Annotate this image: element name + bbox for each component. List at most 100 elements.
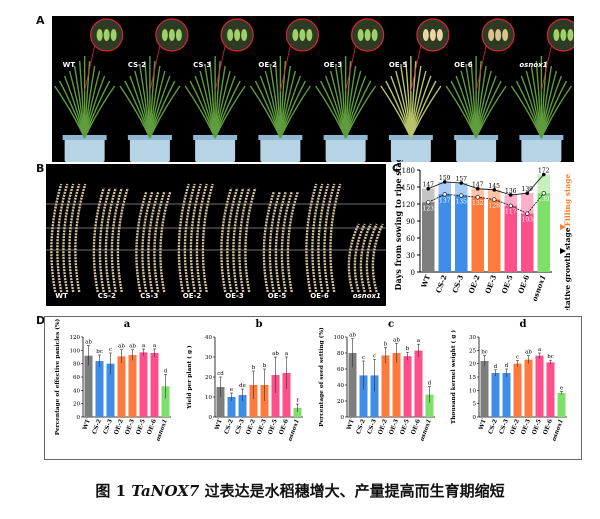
c-category-label: osnox1 [530,274,548,303]
panel-letter-d: D [36,314,46,327]
d-ytick-label: 0 [473,415,477,421]
d-bar [524,359,533,417]
d-bar [491,373,500,417]
d-bar [381,355,390,417]
panicle-stalk [365,223,378,293]
grain [436,29,443,41]
c-filling-point [508,193,513,197]
panicle-label: CS-2 [97,292,116,300]
d-bar [249,385,258,417]
d-sig-letter: e [230,387,233,393]
d-ytick-label: 20 [205,375,212,381]
c-filling-point [459,181,464,185]
panicle-stalk [116,187,129,293]
d-ytick-label: 10 [205,395,212,401]
c-value-veg: 132 [472,200,484,207]
d-bar [227,397,236,417]
leaf [279,85,311,139]
d-category-label: OE-5 [532,419,543,436]
d-subchart-title: b [256,319,263,330]
grain [495,29,502,41]
d-sig-letter: ab [118,344,125,350]
leaf [410,85,442,139]
c-veg-point [459,193,464,198]
d-bar [139,352,148,417]
d-ytick-label: 60 [337,367,344,373]
c-legend-veg: Vegetative growth stage [563,227,572,310]
d-ytick-label: 20 [73,402,80,408]
d-category-label: CS-2 [224,419,235,436]
d-category-label: OE-5 [268,419,279,436]
pot [325,138,366,162]
d-category-label: OE-5 [400,419,411,436]
panicle-stalk [347,223,360,293]
inset-pointer [149,45,161,92]
d-subchart-title: c [388,319,394,330]
panel-letter-a: A [36,14,45,27]
c-veg-line [428,192,545,215]
panel-letter-c: C [392,162,401,175]
c-filling-band [471,188,484,198]
d-category-label: CS-2 [488,419,499,436]
grain [371,29,378,41]
plant-7 [510,18,580,162]
c-filling-band [521,193,534,214]
c-value-veg: 123 [423,205,435,212]
d-bar [271,375,280,417]
d-category-label: WT [82,418,92,432]
c-category-label: OE-5 [500,273,515,294]
d-category-label: OE-6 [543,419,554,436]
d-bar [84,355,93,417]
d-category-label: OE-6 [147,419,158,436]
c-filling-band [488,189,501,200]
d-category-label: OE-3 [389,419,400,436]
plants-illustration [54,18,580,162]
panicle-stalk [353,223,366,293]
plant-4 [315,18,385,162]
panicle-4 [220,187,257,293]
d-sig-letter: ab [272,351,279,357]
d-sig-letter: a [153,343,157,349]
d-category-label: osnox1 [287,419,300,442]
d-category-label: osnox1 [551,419,564,442]
panel-c-growth-chart: 0 30 60 90 120 150 180 Days from sowing to ripe… [392,152,592,330]
c-bar [455,183,468,272]
c-ytick-label: 30 [406,252,415,260]
c-filling-point [525,191,530,196]
panicle-stalk [274,191,287,293]
d-ylabel: Percentage of seed setting (%) [318,327,325,427]
panel-d-yield-charts: a 0 20 40 60 80 100 120 Percentage of effective … [44,316,582,460]
d-bar [348,353,357,417]
panicle-stalk [62,183,75,293]
d-ytick-label: 0 [209,415,213,421]
panicle-stalk [98,187,111,293]
plant-5 [380,18,450,162]
d-ytick-label: 40 [205,335,212,341]
d-bar [557,393,566,417]
panicle-2 [135,191,172,293]
panicle-label: WT [55,292,68,300]
panicle-label: OE-6 [310,292,329,300]
d-ytick-label: 25 [469,348,476,354]
d-category-label: OE-6 [279,419,290,436]
d-ytick-label: 30 [469,335,476,341]
d-ytick-label: 100 [334,335,345,341]
d-bar [414,350,423,417]
c-value-filling: 139 [522,186,534,193]
panicle-label: OE-3 [225,292,244,300]
plant-6 [445,18,515,162]
panicle-stalk [177,183,190,293]
d-category-label: OE-6 [411,419,422,436]
panicle-stalk [104,187,117,293]
d-bar [117,356,126,417]
c-filling-line [428,174,545,196]
grain [292,29,299,41]
panicle-stalk [286,191,299,293]
d-category-label: osnox1 [155,419,168,442]
c-category-label: OE-6 [516,273,531,294]
d-bar [238,395,247,417]
d-sig-letter: a [285,351,289,357]
panel-letter-b: B [36,162,45,175]
panicle-stalk [201,183,214,293]
d-category-label: CS-3 [235,419,246,436]
